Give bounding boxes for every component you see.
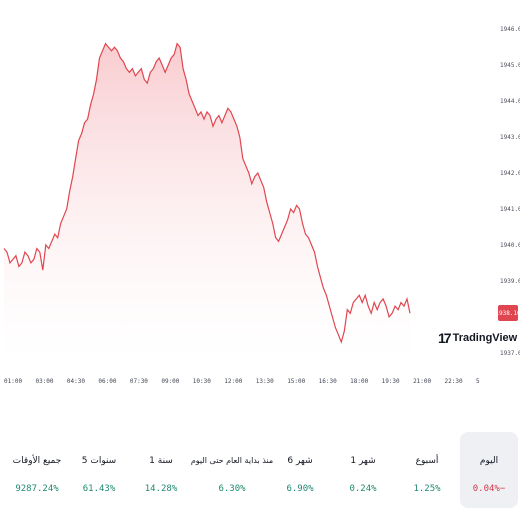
perf-label: 1 سنة	[149, 456, 173, 466]
perf-value: 61.43%	[82, 484, 116, 494]
perf-value: 6.90%	[286, 484, 314, 494]
perf-all-time[interactable]: جميع الأوقات 9287.24%	[8, 432, 66, 508]
perf-label: منذ بداية العام حتى اليوم	[190, 456, 274, 465]
y-tick-label: 1946.00	[500, 26, 520, 33]
perf-label: 6 شهر	[287, 456, 313, 466]
price-area	[4, 43, 410, 360]
chart-svg: 1946.00 1945.00 1944.00 1943.00 1942.00 1941.…	[3, 26, 520, 385]
tradingview-logo-icon: 17	[438, 330, 452, 346]
perf-value: 0.04%−	[472, 484, 506, 494]
x-tick-label: 12:00	[224, 378, 242, 385]
x-axis: 01:00 03:00 04:30 06:00 07:30 09:00 10:30 12:00…	[4, 378, 480, 385]
performance-bar: جميع الأوقات 9287.24% 5 سنوات 61.43% 1 س…	[0, 432, 520, 510]
y-tick-label: 1945.00	[500, 62, 520, 69]
price-line	[3, 42, 411, 344]
perf-ytd[interactable]: منذ بداية العام حتى اليوم 6.30%	[190, 432, 274, 508]
x-tick-label: 13:30	[256, 378, 274, 385]
perf-1-month[interactable]: 1 شهر 0.24%	[338, 432, 388, 508]
y-axis: 1946.00 1945.00 1944.00 1943.00 1942.00 1941.…	[500, 26, 520, 357]
x-tick-label: 07:30	[130, 378, 148, 385]
perf-today[interactable]: اليوم 0.04%−	[460, 432, 518, 508]
y-tick-label: 1941.00	[500, 206, 520, 213]
x-tick-label: 5	[476, 378, 480, 385]
perf-label: 5 سنوات	[81, 456, 117, 466]
perf-value: 6.30%	[218, 484, 246, 494]
x-tick-label: 22:30	[445, 378, 463, 385]
x-tick-label: 09:00	[161, 378, 179, 385]
perf-value: 0.24%	[349, 484, 377, 494]
x-tick-label: 03:00	[35, 378, 53, 385]
perf-label: جميع الأوقات	[12, 456, 62, 466]
price-chart[interactable]: 1946.00 1945.00 1944.00 1943.00 1942.00 1941.…	[0, 0, 520, 400]
x-tick-label: 21:00	[413, 378, 431, 385]
perf-1-week[interactable]: أسبوع 1.25%	[404, 432, 450, 508]
perf-label: اليوم	[479, 456, 499, 466]
x-tick-label: 10:30	[193, 378, 211, 385]
x-tick-label: 16:30	[319, 378, 337, 385]
y-tick-label: 1939.00	[500, 278, 520, 285]
perf-value: 9287.24%	[15, 484, 59, 494]
perf-label: أسبوع	[415, 456, 439, 466]
tradingview-logo-text: TradingView	[452, 332, 518, 344]
y-tick-label: 1937.00	[500, 350, 520, 357]
perf-5-years[interactable]: 5 سنوات 61.43%	[70, 432, 128, 508]
x-tick-label: 06:00	[98, 378, 116, 385]
last-price-label: 1938.10	[495, 305, 520, 322]
y-tick-label: 1940.00	[500, 242, 520, 249]
y-tick-label: 1943.00	[500, 134, 520, 141]
perf-6-months[interactable]: 6 شهر 6.90%	[276, 432, 324, 508]
perf-value: 1.25%	[413, 484, 441, 494]
perf-value: 14.28%	[144, 484, 178, 494]
x-tick-label: 15:00	[287, 378, 305, 385]
x-tick-label: 01:00	[4, 378, 22, 385]
tradingview-logo[interactable]: 17 TradingView	[438, 330, 517, 346]
perf-label: 1 شهر	[350, 456, 376, 466]
y-tick-label: 1942.00	[500, 170, 520, 177]
x-tick-label: 18:00	[350, 378, 368, 385]
x-tick-label: 19:30	[382, 378, 400, 385]
x-tick-label: 04:30	[67, 378, 85, 385]
y-tick-label: 1944.00	[500, 98, 520, 105]
perf-1-year[interactable]: 1 سنة 14.28%	[134, 432, 188, 508]
